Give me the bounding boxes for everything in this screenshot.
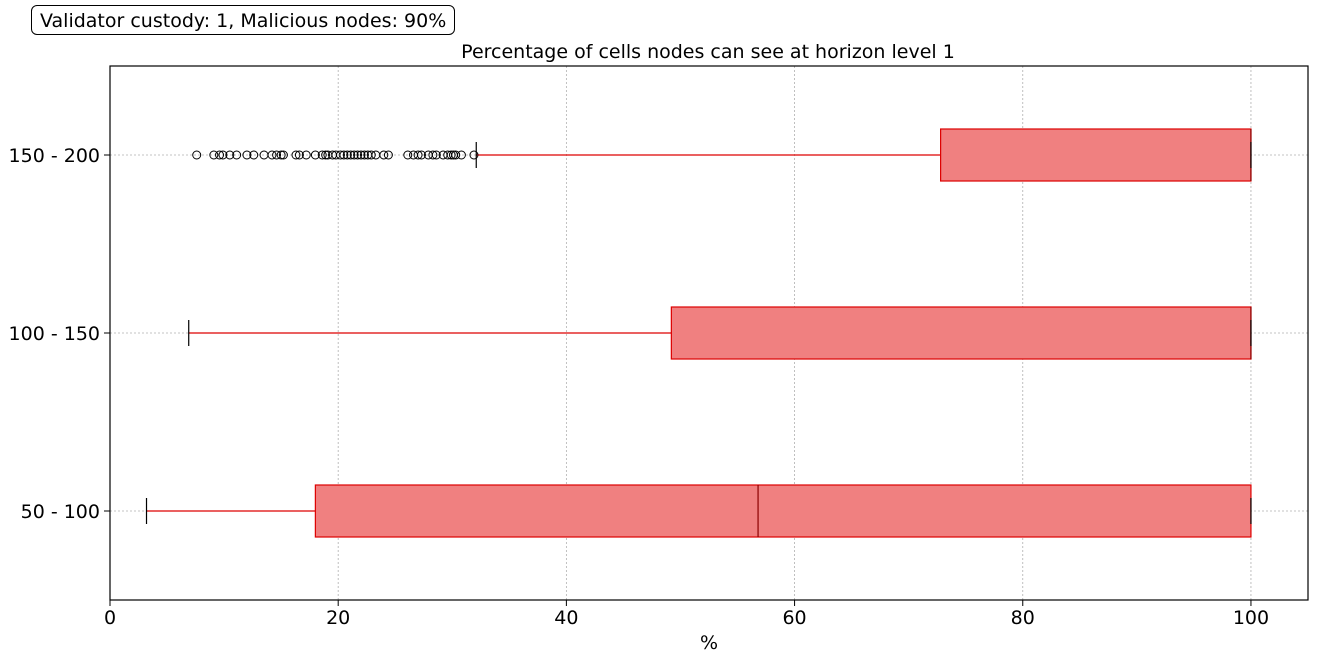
outlier-point xyxy=(413,150,423,160)
outlier-point xyxy=(267,150,277,160)
outlier-point xyxy=(272,150,282,160)
x-tick-label: 100 xyxy=(1233,607,1269,629)
box-iqr xyxy=(940,128,1252,182)
outlier-point xyxy=(192,150,202,160)
outlier-point xyxy=(451,150,461,160)
y-tick-label: 100 - 150 xyxy=(9,323,100,345)
x-tick-label: 60 xyxy=(782,607,806,629)
box-iqr xyxy=(314,484,1252,538)
outlier-point xyxy=(383,150,393,160)
boxes xyxy=(145,128,1252,538)
outlier-point xyxy=(356,150,366,160)
outlier-point xyxy=(349,150,359,160)
x-tick-label: 0 xyxy=(104,607,116,629)
outlier-point xyxy=(456,150,466,160)
outlier-point xyxy=(403,150,413,160)
y-tick-label: 150 - 200 xyxy=(9,145,100,167)
x-tick-label: 20 xyxy=(326,607,350,629)
x-tick-label: 80 xyxy=(1011,607,1035,629)
annotation-box: Validator custody: 1, Malicious nodes: 9… xyxy=(31,5,456,35)
outlier-point xyxy=(278,150,288,160)
box-iqr xyxy=(670,306,1252,360)
y-tick-label: 50 - 100 xyxy=(21,501,100,523)
outlier-point xyxy=(215,150,225,160)
outlier-point xyxy=(469,150,479,160)
outlier-point xyxy=(218,150,228,160)
outlier-point xyxy=(242,150,252,160)
boxplot-150-200 xyxy=(192,128,1252,182)
outlier-point xyxy=(301,150,311,160)
axis-ticks: 0 20 40 60 80 100 50 - 100 100 - 150 150 - 200 xyxy=(9,145,1270,629)
outlier-point xyxy=(339,150,349,160)
outlier-point xyxy=(353,150,363,160)
outlier-point xyxy=(446,150,456,160)
chart-title: Percentage of cells nodes can see at hor… xyxy=(461,41,955,63)
outlier-point xyxy=(225,150,235,160)
boxplot-50-100 xyxy=(145,484,1252,538)
outlier-point xyxy=(342,150,352,160)
outlier-point xyxy=(431,150,441,160)
outlier-point xyxy=(209,150,219,160)
outlier-point xyxy=(428,150,438,160)
outlier-point xyxy=(276,150,286,160)
outlier-point xyxy=(294,150,304,160)
outlier-point xyxy=(321,150,331,160)
x-tick-label: 40 xyxy=(554,607,578,629)
outlier-point xyxy=(317,150,327,160)
outlier-point xyxy=(416,150,426,160)
outlier-point xyxy=(379,150,389,160)
outlier-point xyxy=(249,150,259,160)
outlier-point xyxy=(366,150,376,160)
x-axis-label: % xyxy=(700,632,718,654)
boxplot-100-150 xyxy=(188,306,1252,360)
outlier-point xyxy=(359,150,369,160)
outlier-point xyxy=(232,150,242,160)
outlier-point xyxy=(346,150,356,160)
outlier-point xyxy=(335,150,345,160)
outlier-point xyxy=(310,150,320,160)
outlier-point xyxy=(291,150,301,160)
